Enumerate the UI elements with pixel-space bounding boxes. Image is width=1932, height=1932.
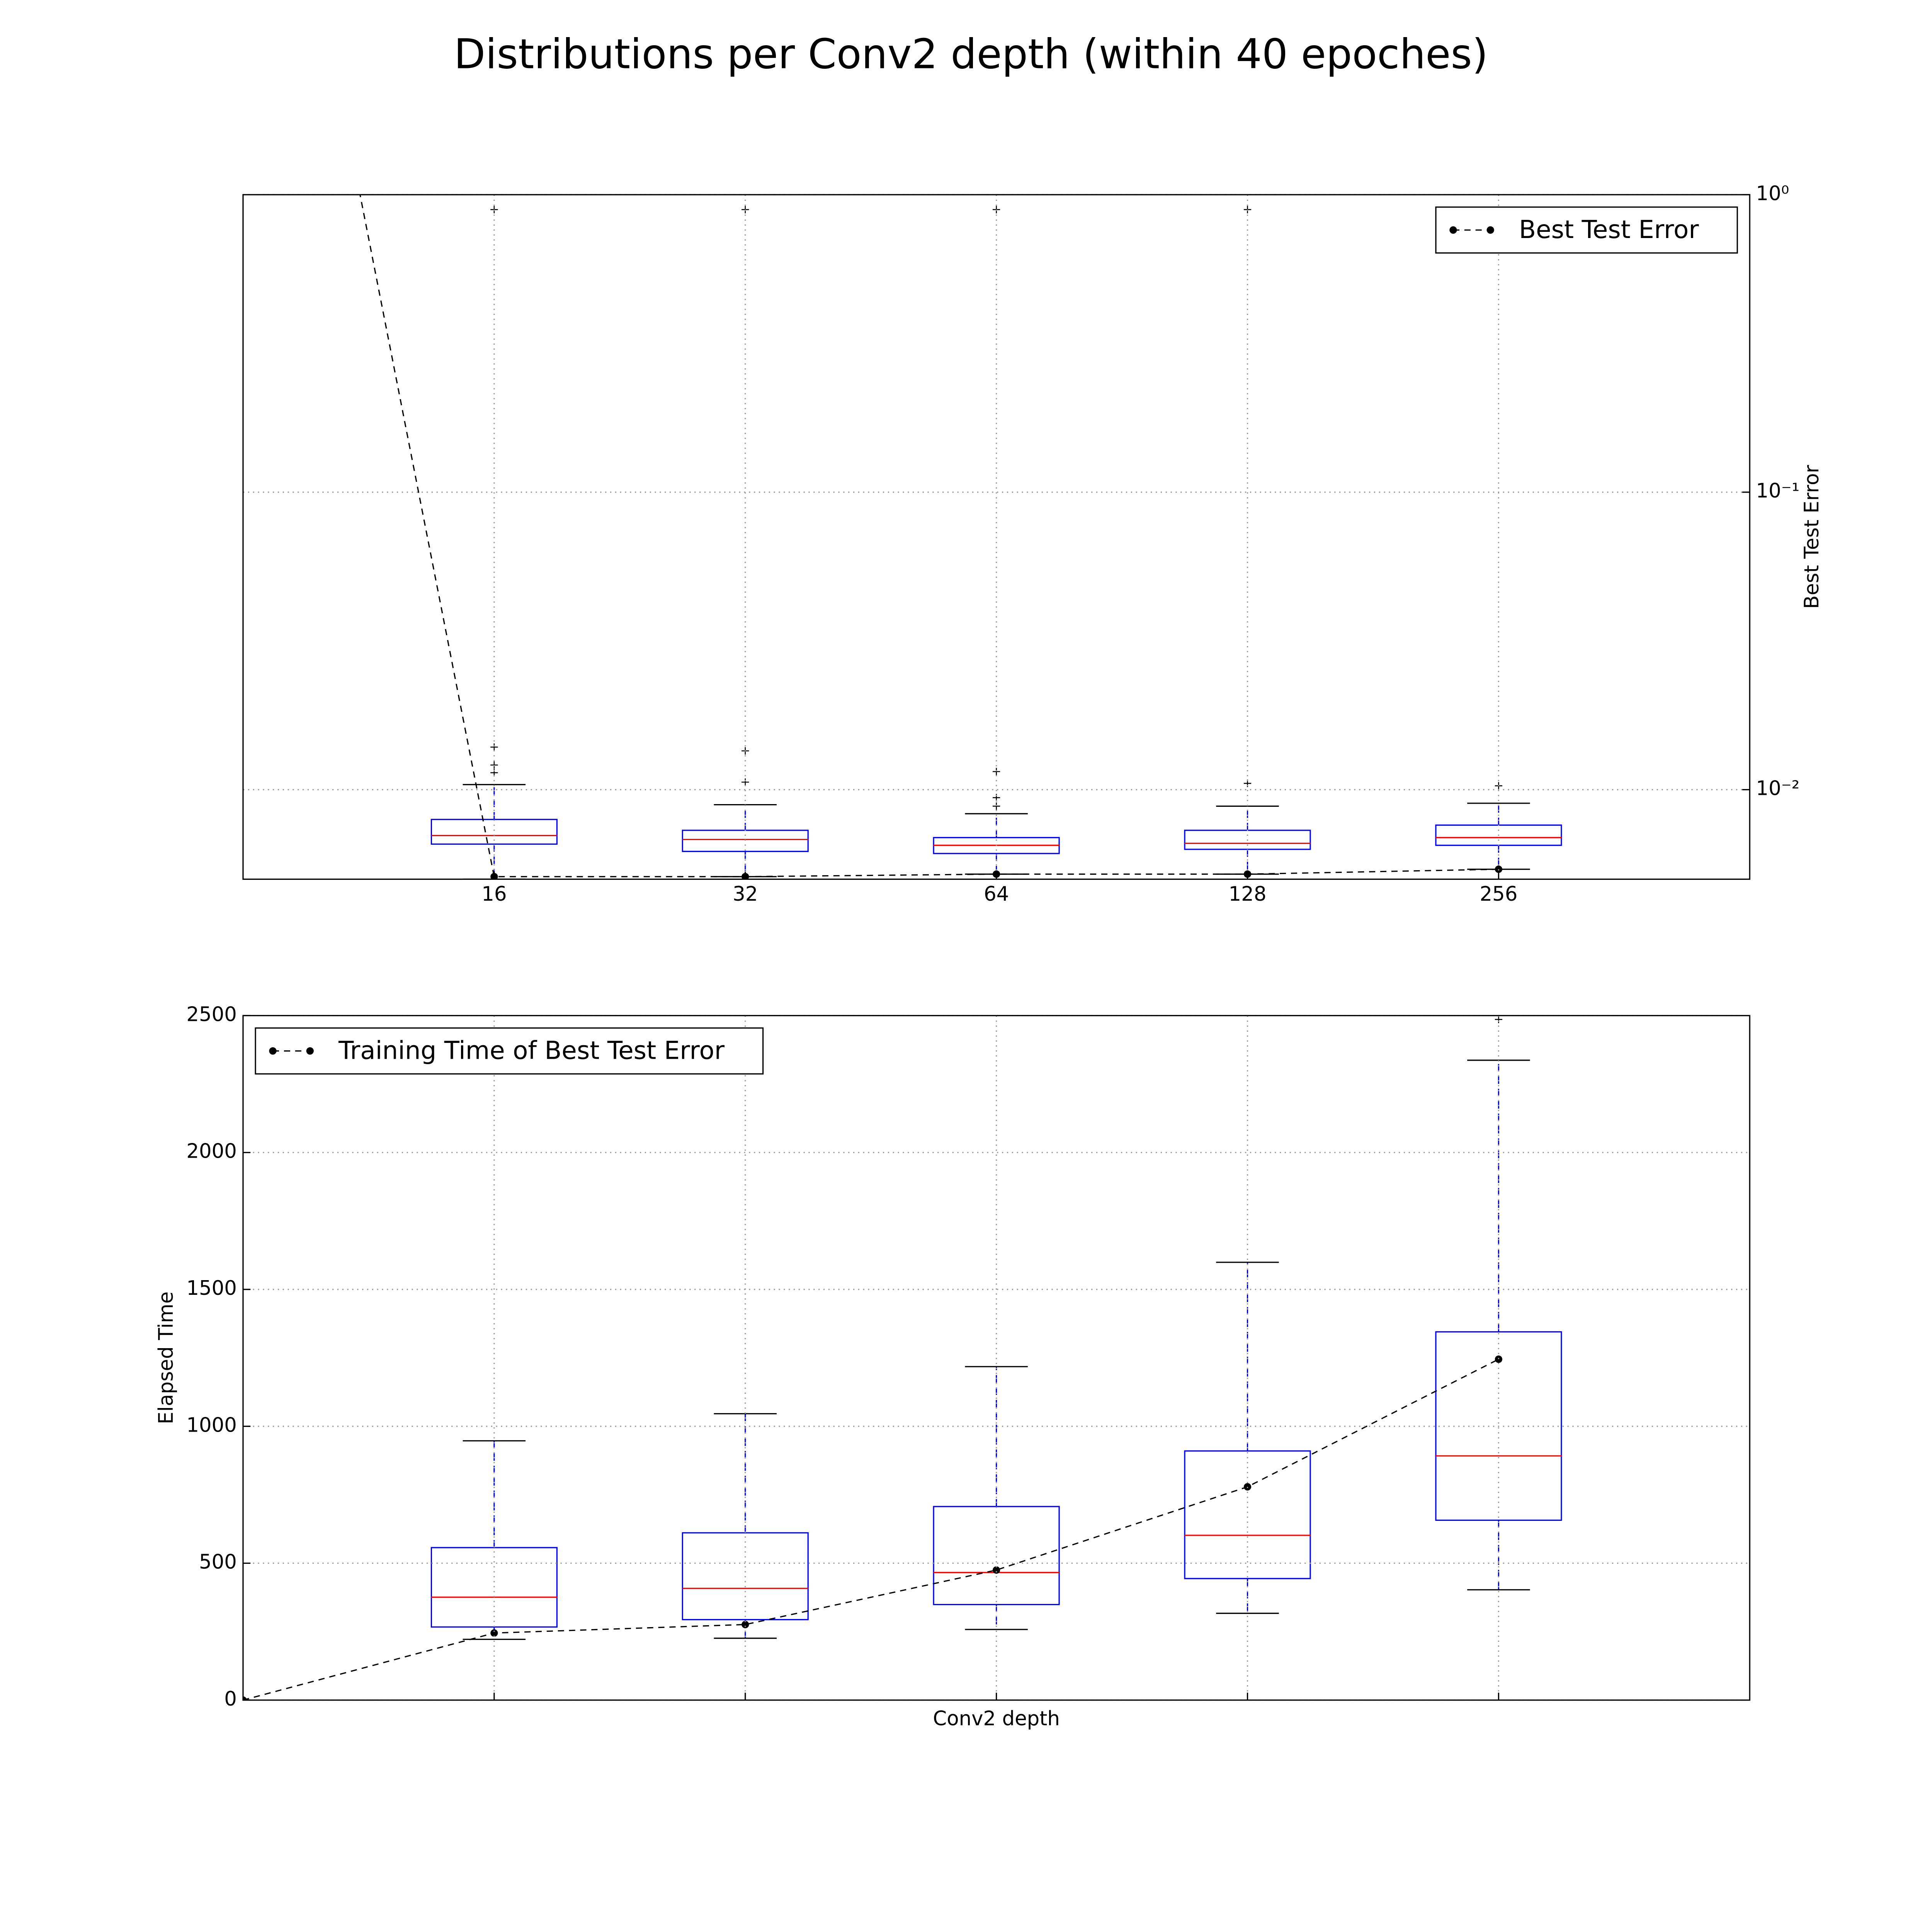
legend-marker [1486, 226, 1494, 234]
axes-frame [242, 194, 1750, 880]
box [682, 1532, 809, 1621]
legend-marker [1449, 226, 1457, 234]
flier [742, 778, 749, 786]
y-tick-label: 2000 [186, 1140, 237, 1163]
marker [992, 1566, 1000, 1574]
flier [992, 768, 1000, 776]
marker [1495, 1355, 1502, 1363]
box [933, 1506, 1060, 1605]
x-tick-label: 256 [1480, 883, 1517, 906]
marker [243, 1696, 247, 1700]
flier [992, 802, 1000, 810]
y-tick-label: 2500 [186, 1003, 237, 1026]
marker [742, 1621, 749, 1628]
x-tick-label: 16 [481, 883, 507, 906]
x-tick-label: 128 [1229, 883, 1267, 906]
plot-area [243, 1015, 1562, 1700]
flier [490, 761, 498, 769]
x-tick-label: 32 [733, 883, 758, 906]
legend-marker [269, 1047, 277, 1055]
y-tick-label: 1500 [186, 1277, 237, 1300]
x-axis-label: Conv2 depth [933, 1707, 1060, 1730]
y-tick-label: 0 [224, 1687, 237, 1711]
legend-box [255, 1027, 764, 1075]
y-axis-label: Best Test Error [1800, 464, 1823, 609]
y-tick-label: 10⁻² [1756, 777, 1799, 800]
figure-title: Distributions per Conv2 depth (within 40… [454, 30, 1488, 78]
legend-box [1435, 206, 1738, 254]
line [243, 1359, 1499, 1700]
y-tick-label: 500 [199, 1551, 237, 1574]
legend-label: Best Test Error [1519, 215, 1699, 244]
axes-frame [242, 1015, 1750, 1701]
box [1435, 1331, 1562, 1521]
line [359, 194, 1499, 878]
legend-label: Training Time of Best Test Error [338, 1036, 725, 1065]
flier [1495, 1015, 1502, 1023]
y-tick-label: 1000 [186, 1413, 237, 1437]
marker [490, 1629, 498, 1637]
y-tick-label: 10⁰ [1756, 182, 1789, 205]
y-axis-label: Elapsed Time [155, 1291, 178, 1424]
legend-marker [306, 1047, 314, 1055]
box [430, 819, 558, 845]
x-tick-label: 64 [984, 883, 1009, 906]
marker [1495, 865, 1502, 873]
box [430, 1547, 558, 1628]
flier [490, 743, 498, 751]
marker [1243, 1483, 1252, 1491]
y-tick-label: 10⁻¹ [1756, 480, 1799, 503]
box [1184, 1450, 1311, 1579]
